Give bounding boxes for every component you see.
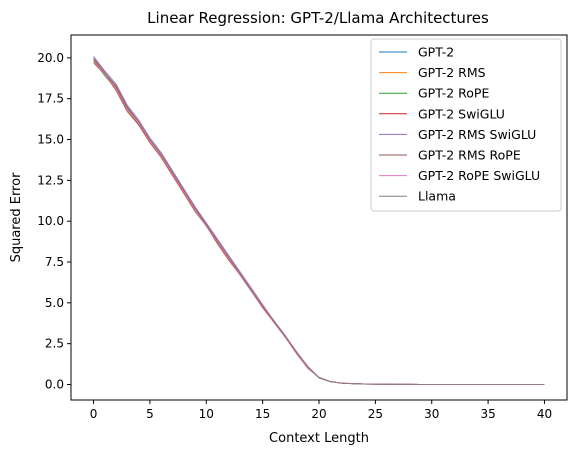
x-axis-label: Context Length — [269, 431, 369, 446]
y-tick-label: 5.0 — [45, 296, 64, 310]
y-axis-label: Squared Error — [9, 172, 24, 262]
legend-label: GPT-2 RoPE — [418, 86, 489, 101]
legend-label: Llama — [418, 189, 456, 204]
y-tick-label: 17.5 — [37, 92, 64, 106]
x-axis: 0 5 10 15 20 25 30 35 40 — [90, 400, 552, 421]
x-tick-label: 30 — [424, 407, 439, 421]
legend-label: GPT-2 RMS RoPE — [418, 148, 521, 163]
legend-label: GPT-2 RoPE SwiGLU — [418, 168, 540, 183]
x-tick-label: 10 — [199, 407, 214, 421]
plot-series-group — [93, 55, 545, 385]
y-tick-label: 10.0 — [37, 214, 64, 228]
chart-title: Linear Regression: GPT-2/Llama Architect… — [147, 9, 489, 27]
y-tick-label: 2.5 — [45, 337, 64, 351]
chart-legend: GPT-2 GPT-2 RMS GPT-2 RoPE GPT-2 SwiGLU GPT-… — [370, 38, 562, 212]
y-tick-label: 12.5 — [37, 173, 64, 187]
x-tick-label: 20 — [311, 407, 326, 421]
x-tick-label: 0 — [90, 407, 98, 421]
legend-label: GPT-2 RMS — [418, 65, 486, 80]
y-axis: 0.0 2.5 5.0 7.5 10.0 12.5 15.0 17.5 20.0 — [37, 51, 71, 391]
y-tick-label: 7.5 — [45, 255, 64, 269]
x-tick-label: 5 — [146, 407, 154, 421]
series-line-7 — [93, 57, 545, 385]
legend-box — [370, 38, 562, 212]
legend-label: GPT-2 SwiGLU — [418, 106, 505, 121]
y-tick-label: 15.0 — [37, 133, 64, 147]
y-tick-label: 0.0 — [45, 377, 64, 391]
legend-label: GPT-2 RMS SwiGLU — [418, 127, 536, 142]
x-tick-label: 25 — [368, 407, 383, 421]
legend-label: GPT-2 — [418, 45, 454, 60]
x-tick-label: 15 — [255, 407, 270, 421]
y-tick-label: 20.0 — [37, 51, 64, 65]
legend-items: GPT-2 GPT-2 RMS GPT-2 RoPE GPT-2 SwiGLU GPT-… — [379, 45, 540, 204]
x-tick-label: 40 — [537, 407, 552, 421]
x-tick-label: 35 — [480, 407, 495, 421]
